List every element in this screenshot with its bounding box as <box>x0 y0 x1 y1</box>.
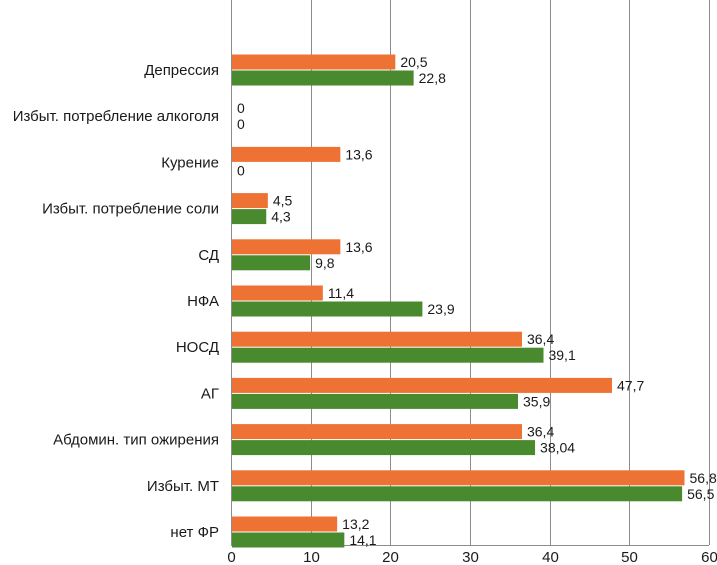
bar-series-orange <box>232 377 613 393</box>
data-label: 13,6 <box>345 239 372 255</box>
bar-series-orange <box>232 285 323 301</box>
data-label: 13,2 <box>342 516 369 532</box>
data-label: 11,4 <box>328 285 354 301</box>
data-label: 4,3 <box>271 209 291 225</box>
data-label: 14,1 <box>349 532 376 548</box>
category-label: нет ФР <box>170 524 219 541</box>
category-label: НОСД <box>176 339 219 356</box>
data-label: 22,8 <box>419 70 446 86</box>
data-label: 23,9 <box>427 301 454 317</box>
bar-series-green <box>232 532 345 548</box>
bar-series-orange <box>232 516 338 532</box>
category-label: Избыт. потребление алкоголя <box>13 108 219 125</box>
bar-series-orange <box>232 331 522 347</box>
bar-series-orange <box>232 424 522 440</box>
bar-series-green <box>232 70 414 86</box>
bar-series-green <box>232 209 267 225</box>
label-layer: 0 10 20 30 40 50 60 Депрессия 20,522,8 Избыт. пот… <box>13 54 717 565</box>
bar-series-orange <box>232 193 268 209</box>
data-label: 4,5 <box>273 193 293 209</box>
category-label: Избыт. МТ <box>147 478 219 495</box>
data-label: 0 <box>237 100 245 116</box>
x-tick-label: 40 <box>542 549 559 565</box>
data-label: 36,4 <box>527 331 554 347</box>
bar-series-green <box>232 255 311 271</box>
category-label: НФА <box>187 293 219 310</box>
category-label: АГ <box>201 385 219 402</box>
category-label: Избыт. потребление соли <box>42 201 219 218</box>
x-tick-label: 30 <box>462 549 479 565</box>
data-label: 35,9 <box>523 393 550 409</box>
bar-series-green <box>232 486 683 502</box>
data-label: 47,7 <box>617 377 644 393</box>
data-label: 20,5 <box>400 54 427 70</box>
bar-series-orange <box>232 239 341 255</box>
data-label: 36,4 <box>527 424 554 440</box>
data-label: 56,8 <box>690 470 717 486</box>
bar-series-green <box>232 393 519 409</box>
bar-series-orange <box>232 54 396 70</box>
x-tick-label: 0 <box>227 549 235 565</box>
bar-series-green <box>232 301 423 317</box>
category-label: Курение <box>161 154 219 171</box>
data-label: 0 <box>237 162 245 178</box>
data-label: 0 <box>237 116 245 132</box>
bar-series-green <box>232 347 544 363</box>
data-label: 13,6 <box>345 146 372 162</box>
grid-layer <box>231 0 710 546</box>
bar-series-green <box>232 440 536 456</box>
category-label: СД <box>198 247 219 264</box>
data-label: 38,04 <box>540 440 575 456</box>
x-tick-label: 50 <box>621 549 638 565</box>
category-label: Депрессия <box>144 62 219 79</box>
data-label: 9,8 <box>315 255 335 271</box>
x-tick-label: 60 <box>701 549 717 565</box>
category-label: Абдомин. тип ожирения <box>53 432 219 449</box>
x-tick-label: 20 <box>382 549 399 565</box>
bar-series-orange <box>232 146 341 162</box>
x-tick-label: 10 <box>303 549 320 565</box>
bar-series-orange <box>232 470 685 486</box>
data-label: 39,1 <box>548 347 575 363</box>
data-label: 56,5 <box>687 486 714 502</box>
bar-layer <box>232 54 685 548</box>
